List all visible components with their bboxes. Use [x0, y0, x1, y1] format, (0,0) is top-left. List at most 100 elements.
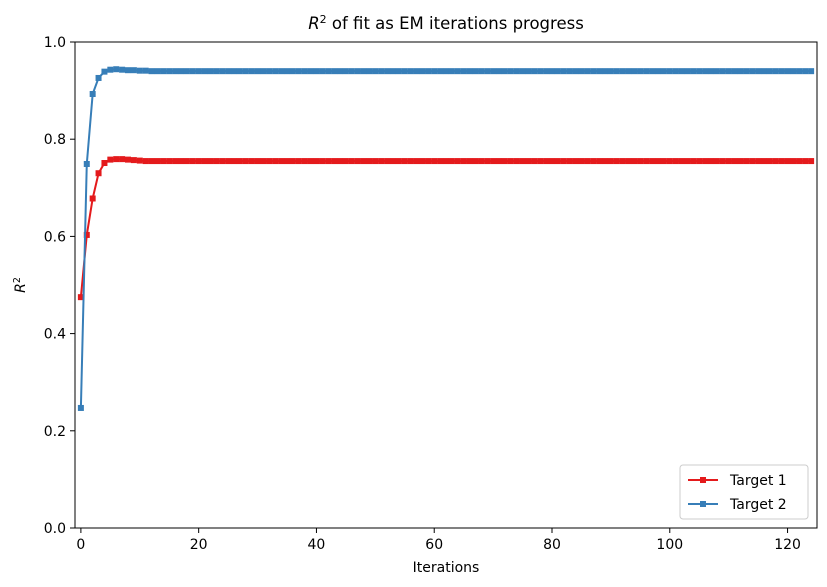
data-point-target-2 [395, 68, 402, 75]
legend-marker-target-2 [700, 501, 706, 507]
data-point-target-1 [301, 158, 308, 165]
data-point-target-1 [266, 158, 273, 165]
data-point-target-1 [684, 158, 691, 165]
data-point-target-1 [725, 158, 732, 165]
data-point-target-1 [360, 158, 367, 165]
data-point-target-2 [549, 68, 555, 75]
data-point-target-2 [607, 68, 614, 75]
data-point-target-2 [625, 68, 632, 75]
data-point-target-2 [478, 68, 485, 75]
data-point-target-2 [708, 68, 714, 75]
data-point-target-2 [119, 66, 126, 73]
data-point-target-2 [660, 68, 667, 75]
data-point-target-2 [83, 160, 90, 167]
data-point-target-1 [560, 158, 567, 165]
data-point-target-2 [454, 68, 461, 75]
x-axis-label: Iterations [413, 560, 480, 576]
data-point-target-2 [136, 67, 143, 74]
data-point-target-2 [166, 68, 173, 75]
data-point-target-1 [578, 158, 585, 165]
data-point-target-2 [195, 68, 202, 75]
data-point-target-1 [802, 158, 809, 165]
data-point-target-1 [166, 158, 173, 165]
data-point-target-1 [395, 158, 402, 165]
data-point-target-2 [602, 68, 608, 75]
y-tick-label: 0.6 [44, 229, 66, 245]
data-point-target-2 [501, 68, 508, 75]
data-point-target-1 [307, 158, 314, 165]
data-point-target-1 [484, 158, 491, 165]
data-point-target-1 [342, 158, 349, 165]
x-tick-label: 120 [774, 537, 801, 553]
data-point-target-1 [189, 158, 196, 165]
data-point-target-1 [655, 158, 661, 165]
data-point-target-1 [566, 158, 573, 165]
y-axis-label-sup: 2 [12, 277, 23, 283]
data-point-target-2 [348, 68, 355, 75]
data-point-target-2 [89, 91, 96, 98]
data-point-target-1 [460, 158, 467, 165]
data-point-target-2 [761, 68, 767, 75]
data-point-target-2 [378, 68, 385, 75]
data-point-target-2 [802, 68, 809, 75]
data-point-target-2 [401, 68, 408, 75]
data-point-target-1 [766, 158, 773, 165]
data-point-target-1 [660, 158, 667, 165]
data-point-target-1 [160, 158, 167, 165]
series-line-target-2 [79, 68, 812, 408]
data-point-target-1 [107, 156, 114, 163]
data-point-target-1 [178, 158, 184, 165]
data-point-target-1 [602, 158, 608, 165]
data-point-target-2 [643, 68, 650, 75]
y-axis-label-r: R [13, 283, 29, 293]
data-point-target-1 [702, 158, 709, 165]
data-point-target-1 [295, 158, 302, 165]
data-point-target-1 [219, 158, 226, 165]
data-point-target-1 [554, 158, 561, 165]
data-point-target-2 [684, 68, 691, 75]
data-point-target-2 [301, 68, 308, 75]
data-point-target-2 [808, 68, 815, 75]
data-point-target-2 [413, 68, 420, 75]
data-point-target-1 [142, 158, 149, 165]
data-point-target-2 [472, 68, 479, 75]
y-axis-label: R2 [12, 277, 30, 293]
data-point-target-2 [148, 68, 155, 75]
x-tick-label: 100 [656, 537, 683, 553]
data-point-target-1 [183, 158, 190, 165]
data-point-target-1 [525, 158, 532, 165]
data-point-target-2 [384, 68, 391, 75]
data-point-target-2 [696, 68, 703, 75]
data-point-target-2 [525, 68, 532, 75]
data-point-target-2 [425, 68, 432, 75]
y-axis: 0.0 0.2 0.4 0.6 0.8 1.0 [44, 35, 75, 537]
data-point-target-1 [666, 158, 673, 165]
data-point-target-2 [101, 68, 108, 75]
data-point-target-2 [543, 68, 550, 75]
data-point-target-2 [460, 68, 467, 75]
data-point-target-1 [531, 158, 538, 165]
data-point-target-2 [219, 68, 226, 75]
data-point-target-1 [796, 158, 803, 165]
data-point-target-2 [690, 68, 697, 75]
data-point-target-1 [77, 294, 84, 301]
data-point-target-2 [531, 68, 538, 75]
data-point-target-2 [419, 68, 426, 75]
data-point-target-1 [313, 158, 320, 165]
series-line-target-1 [79, 158, 812, 298]
data-point-target-2 [242, 68, 249, 75]
data-point-target-1 [407, 158, 414, 165]
data-point-target-2 [154, 68, 161, 75]
data-point-target-2 [372, 68, 379, 75]
data-point-target-2 [331, 68, 338, 75]
data-point-target-2 [737, 68, 744, 75]
data-point-target-2 [725, 68, 732, 75]
legend: Target 1 Target 2 [679, 464, 809, 520]
data-point-target-2 [448, 68, 455, 75]
y-tick-label: 1.0 [44, 35, 66, 51]
data-point-target-2 [272, 68, 279, 75]
data-point-target-2 [784, 68, 791, 75]
data-point-target-2 [360, 68, 367, 75]
x-tick-label: 80 [543, 537, 561, 553]
